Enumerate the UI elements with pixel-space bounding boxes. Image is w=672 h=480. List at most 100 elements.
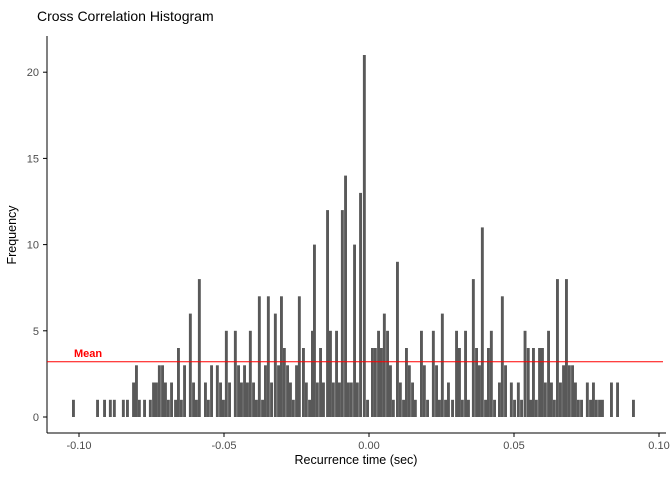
histogram-bar bbox=[523, 330, 527, 417]
histogram-bar bbox=[257, 296, 261, 417]
histogram-bar bbox=[543, 382, 547, 417]
histogram-bar bbox=[137, 399, 141, 417]
histogram-bar bbox=[471, 279, 475, 417]
histogram-bar bbox=[222, 399, 225, 417]
histogram-bar bbox=[270, 382, 273, 417]
histogram-bar bbox=[567, 365, 571, 417]
histogram-bar bbox=[297, 296, 301, 417]
x-axis-tick-label: -0.05 bbox=[211, 440, 236, 452]
histogram-bar bbox=[112, 399, 116, 417]
histogram-bar bbox=[610, 382, 613, 417]
histogram-bar bbox=[313, 244, 316, 417]
histogram-bar bbox=[407, 365, 411, 417]
y-axis-tick-label: 10 bbox=[27, 240, 39, 252]
histogram-bar bbox=[562, 365, 565, 417]
histogram-bar bbox=[331, 382, 335, 417]
histogram-bar bbox=[108, 399, 112, 417]
histogram-bar bbox=[164, 382, 167, 417]
histogram-bar bbox=[438, 399, 441, 417]
histogram-bar bbox=[72, 399, 75, 417]
histogram-bars bbox=[72, 55, 635, 417]
histogram-bar bbox=[126, 399, 129, 417]
y-axis-tick-label: 20 bbox=[27, 67, 39, 79]
histogram-bar bbox=[576, 399, 580, 417]
histogram-bar bbox=[487, 348, 490, 417]
histogram-bar bbox=[480, 227, 484, 417]
histogram-bar bbox=[233, 330, 237, 417]
histogram-bar bbox=[195, 399, 198, 417]
histogram-bar bbox=[431, 330, 435, 417]
histogram-bar bbox=[240, 382, 243, 417]
histogram-bar bbox=[377, 330, 380, 417]
x-axis-tick-label: 0.00 bbox=[358, 440, 379, 452]
histogram-bar bbox=[329, 330, 332, 417]
histogram-bar bbox=[349, 382, 353, 417]
histogram-bar bbox=[435, 365, 438, 417]
histogram-bar bbox=[252, 382, 255, 417]
histogram-bar bbox=[302, 348, 305, 417]
axes: 0 5 10 15 20 -0.10 -0.05 0.00 0.05 0.10 bbox=[27, 36, 670, 452]
histogram-bar bbox=[344, 175, 347, 417]
histogram-bar bbox=[580, 399, 583, 417]
histogram-bar bbox=[157, 365, 161, 417]
histogram-bar bbox=[121, 399, 125, 417]
histogram-bar bbox=[340, 210, 344, 417]
histogram-bar bbox=[504, 365, 507, 417]
histogram-bar bbox=[166, 399, 170, 417]
histogram-bar bbox=[592, 382, 595, 417]
histogram-bar bbox=[396, 261, 399, 417]
histogram-bar bbox=[204, 382, 207, 417]
histogram-bar bbox=[359, 192, 362, 417]
histogram-bar bbox=[589, 399, 592, 417]
y-axis-tick-label: 5 bbox=[33, 326, 39, 338]
histogram-bar bbox=[280, 296, 283, 417]
histogram-bar bbox=[475, 348, 478, 417]
histogram-bar bbox=[326, 210, 329, 417]
chart-title: Cross Correlation Histogram bbox=[37, 8, 214, 24]
mean-line-label: Mean bbox=[74, 348, 102, 360]
histogram-bar bbox=[224, 330, 228, 417]
histogram-bar bbox=[366, 399, 369, 417]
histogram-bar bbox=[155, 382, 158, 417]
histogram-bar bbox=[192, 382, 195, 417]
histogram-bar bbox=[526, 348, 530, 417]
histogram-bar bbox=[458, 348, 461, 417]
histogram-bar bbox=[389, 365, 392, 417]
histogram-bar bbox=[455, 330, 458, 417]
histogram-bar bbox=[362, 55, 366, 417]
histogram-bar bbox=[206, 399, 210, 417]
histogram-bar bbox=[616, 382, 619, 417]
histogram-bar bbox=[380, 348, 383, 417]
histogram-bar bbox=[440, 313, 444, 417]
histogram-bar bbox=[135, 365, 138, 417]
histogram-bar bbox=[509, 382, 513, 417]
histogram-bar bbox=[248, 330, 252, 417]
histogram-bar bbox=[513, 399, 516, 417]
histogram-bar bbox=[500, 296, 504, 417]
histogram-bar bbox=[460, 399, 464, 417]
histogram-bar bbox=[532, 348, 535, 417]
histogram-bar bbox=[289, 382, 292, 417]
histogram-bar bbox=[632, 399, 635, 417]
histogram-bar bbox=[382, 313, 386, 417]
histogram-bar bbox=[237, 365, 240, 417]
histogram-bar bbox=[422, 365, 426, 417]
histogram-bar bbox=[541, 348, 544, 417]
histogram-bar bbox=[520, 399, 523, 417]
histogram-bar bbox=[264, 365, 267, 417]
histogram-bar bbox=[598, 399, 601, 417]
histogram-bar bbox=[565, 279, 568, 417]
histogram-bar bbox=[451, 399, 454, 417]
histogram-bar bbox=[398, 382, 402, 417]
histogram-bar bbox=[103, 399, 106, 417]
histogram-bar bbox=[353, 244, 356, 417]
histogram-bar bbox=[538, 348, 541, 417]
histogram-bar bbox=[308, 399, 311, 417]
histogram-bar bbox=[96, 399, 99, 417]
histogram-bar bbox=[174, 399, 177, 417]
histogram-bar bbox=[552, 399, 556, 417]
histogram-bar bbox=[273, 313, 277, 417]
histogram-bar bbox=[148, 399, 152, 417]
